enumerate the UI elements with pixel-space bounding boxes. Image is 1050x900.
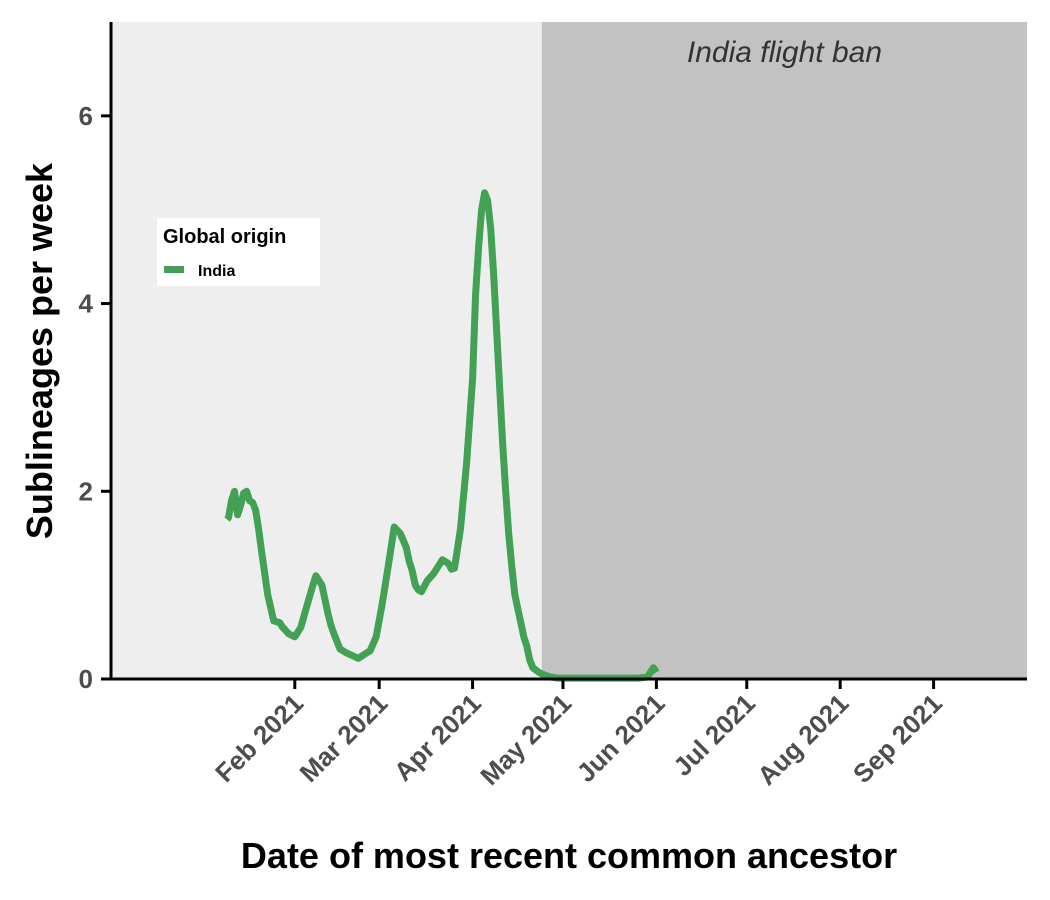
- x-axis-title: Date of most recent common ancestor: [241, 835, 897, 876]
- legend-label-india: India: [198, 263, 235, 280]
- flight-ban-region: [541, 22, 1027, 679]
- y-axis-ticks: 0 2 4 6: [79, 101, 111, 694]
- y-tick-label: 2: [79, 476, 93, 506]
- pre-ban-region: [111, 22, 542, 679]
- legend: Global origin India: [157, 218, 320, 286]
- background-regions: [111, 22, 1027, 679]
- y-tick-label: 0: [79, 664, 93, 694]
- series-line-india: [224, 189, 660, 682]
- x-tick-label: May 2021: [474, 688, 577, 791]
- y-tick-label: 4: [79, 289, 94, 319]
- flight-ban-label: India flight ban: [687, 36, 882, 69]
- x-tick-label: Jul 2021: [667, 688, 761, 782]
- x-tick-label: Mar 2021: [293, 688, 393, 788]
- x-tick-label: Sep 2021: [847, 688, 948, 789]
- y-axis-title: Sublineages per week: [19, 162, 60, 539]
- x-tick-label: Feb 2021: [209, 688, 309, 788]
- y-tick-label: 6: [79, 101, 93, 131]
- legend-swatch-india: [164, 266, 184, 273]
- x-tick-label: Apr 2021: [388, 688, 487, 787]
- legend-title: Global origin: [163, 226, 286, 248]
- series-layer: [224, 189, 660, 682]
- legend-background: [157, 218, 320, 286]
- x-tick-label: Aug 2021: [751, 688, 854, 791]
- x-tick-label: Jun 2021: [571, 688, 671, 788]
